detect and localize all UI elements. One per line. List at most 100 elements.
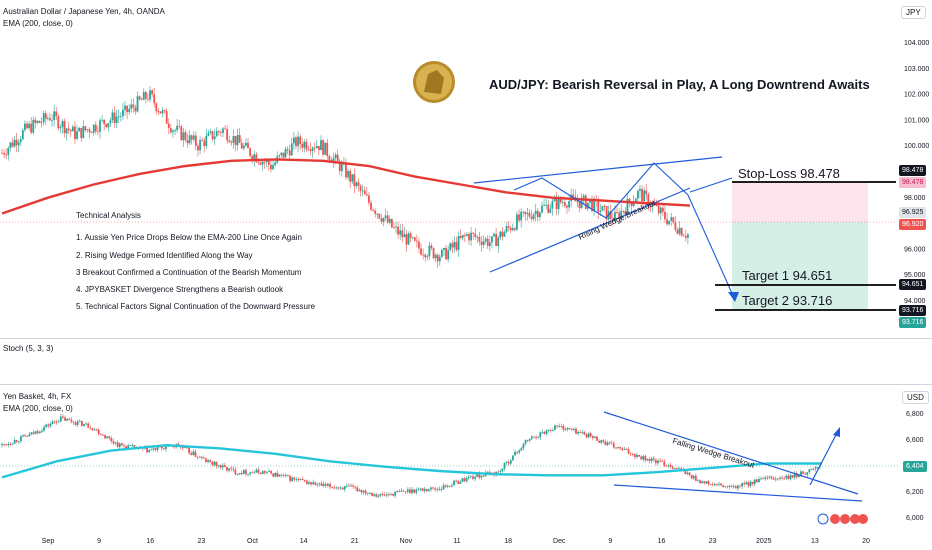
candle-body [297,479,300,480]
candle-body [305,480,308,484]
candle-body [669,465,672,467]
candle-body [688,472,691,475]
candle-body [661,207,664,212]
candle-body [541,205,543,213]
axis-tick-label: 16 [146,538,154,545]
candle-body [806,472,809,475]
analysis-point-5: 5. Technical Factors Signal Continuation… [76,302,316,311]
candle-body [103,119,106,125]
candle-body [341,487,344,490]
candle-body [699,480,701,484]
candle-body [270,471,273,474]
candle-body [670,217,673,221]
candle-body [438,488,441,490]
candle-body [156,446,159,450]
candle-body [395,226,397,228]
basket-chart[interactable]: Falling Wedge Breakout 6,8006,6006,4006,… [0,385,932,550]
price-chart[interactable]: Rising Wedge Breakout 104.000103.000102.… [0,0,932,340]
candle-body [108,436,111,439]
candle-body [190,453,193,455]
candle-body [97,429,100,435]
price-badge-current: 96.920 [899,219,927,230]
candle-body [392,494,394,496]
basket-time-axis[interactable]: Sep 9 16 23 Oct 14 21 Nov 11 18 Dec 9 16 23 2025 13 20 [42,538,870,545]
candle-body [38,431,41,434]
falling-wedge-label: Falling Wedge Breakout [671,436,756,470]
candle-body [253,472,256,474]
candle-body [220,131,222,133]
candle-body [625,449,628,450]
candle-body [413,489,416,493]
currency-label[interactable]: JPY [901,6,926,19]
candle-body [478,236,481,242]
candle-body [795,473,798,478]
candle-body [516,214,518,230]
candle-body [482,241,485,246]
candle-body [203,140,206,147]
candle-body [286,149,289,151]
candle-body [453,480,455,486]
pane-divider[interactable] [0,338,932,339]
candle-body [591,436,594,438]
candle-body [190,135,193,140]
candle-body [713,484,716,486]
candle-body [57,421,60,423]
symbol-title[interactable]: Australian Dollar / Japanese Yen, 4h, OA… [3,7,165,16]
candle-body [169,127,172,133]
candle-body [234,469,237,475]
candle-body [577,432,580,434]
candle-body [598,440,601,443]
candle-body [522,443,525,449]
candle-body [15,139,18,146]
candle-body [66,418,69,421]
candle-body [165,110,168,124]
candle-body [715,484,718,485]
candle-body [463,234,466,236]
candle-body [89,427,92,429]
candle-body [411,237,414,239]
basket-symbol-title[interactable]: Yen Basket, 4h, FX [3,392,72,401]
wedge-lower-line [489,187,691,273]
ema-legend[interactable]: EMA (200, close, 0) [3,19,73,28]
candle-body [238,134,241,143]
candle-body [626,198,629,215]
candle-body [155,103,158,112]
candle-body [650,458,653,461]
pane-divider-2[interactable] [0,384,932,385]
candle-body [758,478,760,483]
candle-body [186,447,188,449]
candle-body [301,143,304,148]
candle-body [263,161,266,163]
candle-body [34,431,37,434]
basket-currency-label[interactable]: USD [902,391,929,404]
candle-body [591,200,593,211]
stoch-legend[interactable]: Stoch (5, 3, 3) [3,344,54,353]
candle-body [505,226,508,232]
candle-body [338,161,341,172]
candle-body [543,431,546,434]
candle-body [219,465,222,468]
candle-body [636,190,639,199]
candle-body [465,477,468,482]
candle-body [148,450,151,453]
candle-body [448,486,451,488]
candle-body [40,122,43,124]
basket-ema-legend[interactable]: EMA (200, close, 0) [3,404,73,413]
candle-body [173,446,176,448]
candle-body [97,131,99,133]
candle-body [142,92,145,100]
candle-body [627,449,630,454]
stop-loss-label: Stop-Loss 98.478 [738,166,840,181]
candle-body [538,212,541,218]
candle-body [163,110,166,112]
candle-body [255,469,258,473]
event-icons[interactable] [817,513,868,525]
candle-body [99,434,102,435]
candle-body [568,427,571,429]
candle-body [85,423,88,425]
candle-body [144,92,147,99]
candle-body [49,424,52,427]
candle-body [718,483,720,485]
candle-body [34,119,37,123]
candle-body [434,254,437,259]
